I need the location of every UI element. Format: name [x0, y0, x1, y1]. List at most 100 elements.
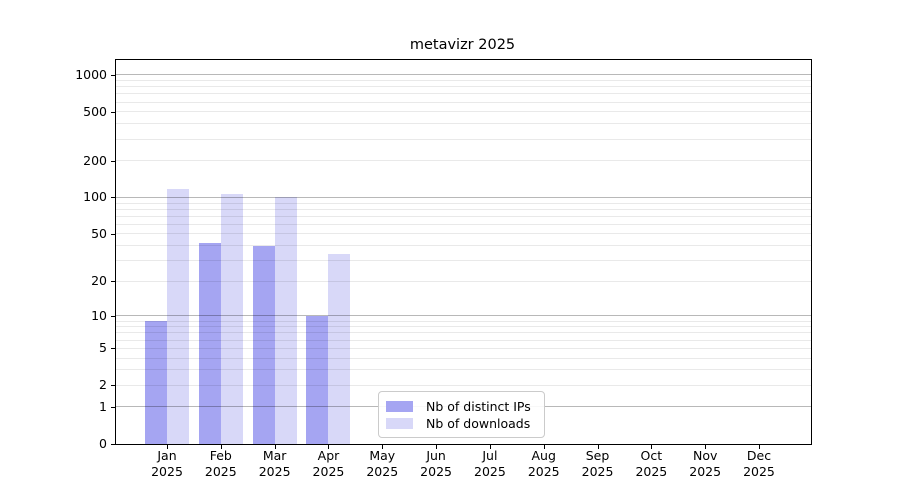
bar-distinct-ips-mar	[252, 245, 275, 444]
y-tick-0	[111, 444, 115, 445]
x-tick-label-year: 2025	[743, 463, 775, 479]
gridline-minor-80	[116, 208, 811, 210]
y-tick-label-100: 100	[83, 189, 107, 205]
x-tick-label-year: 2025	[258, 463, 291, 479]
x-tick-label-aug: Aug 2025	[512, 448, 576, 479]
gridline-minor-5	[116, 347, 811, 349]
y-tick-label-1: 1	[99, 398, 107, 414]
bar-downloads-mar	[274, 197, 297, 444]
x-tick-label-jan: Jan 2025	[135, 448, 199, 479]
x-tick-label-month: Oct	[640, 448, 663, 463]
x-tick-label-month: Dec	[746, 448, 772, 463]
x-tick-nov	[705, 445, 707, 449]
y-tick-50	[111, 233, 115, 235]
legend-item-downloads: Nb of downloads	[386, 416, 536, 431]
gridline-minor-90	[116, 202, 811, 204]
x-tick-sep	[597, 445, 599, 449]
x-tick-label-mar: Mar 2025	[243, 448, 307, 479]
x-tick-label-month: Nov	[692, 448, 718, 463]
x-tick-label-feb: Feb 2025	[189, 448, 253, 479]
x-tick-label-month: Jul	[482, 448, 498, 463]
y-tick-10	[111, 315, 115, 317]
y-tick-label-1000: 1000	[75, 66, 107, 82]
x-tick-label-sep: Sep 2025	[566, 448, 630, 479]
x-tick-label-year: 2025	[527, 463, 560, 479]
gridline-minor-60	[116, 223, 811, 225]
y-tick-label-200: 200	[83, 152, 107, 168]
x-tick-label-dec: Dec 2025	[727, 448, 791, 479]
legend-swatch-distinct-ips	[386, 401, 413, 412]
x-tick-dec	[758, 445, 760, 449]
gridline-major-1000	[116, 74, 811, 76]
legend-swatch-downloads	[386, 418, 413, 429]
gridline-minor-3	[116, 369, 811, 371]
y-tick-1000	[111, 74, 115, 76]
y-tick-1	[111, 406, 115, 408]
plot-area	[115, 59, 812, 445]
gridline-major-100	[116, 196, 811, 198]
gridline-minor-700	[116, 93, 811, 95]
x-tick-label-month: Feb	[209, 448, 232, 463]
y-tick-100	[111, 197, 115, 199]
gridline-minor-8	[116, 326, 811, 328]
y-tick-5	[111, 348, 115, 350]
legend-item-distinct-ips: Nb of distinct IPs	[386, 399, 536, 414]
x-tick-label-month: Jan	[157, 448, 177, 463]
x-tick-label-month: Aug	[531, 448, 556, 463]
legend-label-distinct-ips: Nb of distinct IPs	[426, 399, 531, 414]
x-tick-oct	[651, 445, 653, 449]
x-tick-label-month: Mar	[262, 448, 287, 463]
gridline-minor-200	[116, 160, 811, 162]
bar-downloads-feb	[220, 193, 243, 444]
y-tick-200	[111, 160, 115, 162]
y-tick-20	[111, 281, 115, 283]
x-tick-label-month: Apr	[317, 448, 340, 463]
gridline-minor-900	[116, 80, 811, 82]
y-tick-500	[111, 111, 115, 113]
x-tick-label-year: 2025	[204, 463, 237, 479]
x-tick-label-year: 2025	[312, 463, 345, 479]
gridline-minor-400	[116, 123, 811, 125]
x-tick-label-year: 2025	[689, 463, 722, 479]
y-tick-label-5: 5	[99, 340, 107, 356]
gridline-minor-2	[116, 384, 811, 386]
gridline-minor-7	[116, 332, 811, 334]
x-tick-label-year: 2025	[635, 463, 668, 479]
x-tick-label-may: May 2025	[350, 448, 414, 479]
x-tick-label-jun: Jun 2025	[404, 448, 468, 479]
gridline-minor-6	[116, 339, 811, 341]
x-tick-jul	[489, 445, 491, 449]
bar-downloads-jan	[167, 188, 189, 444]
x-tick-aug	[543, 445, 545, 449]
gridline-minor-40	[116, 245, 811, 247]
y-tick-label-2: 2	[99, 377, 107, 393]
gridline-minor-50	[116, 233, 811, 235]
x-tick-apr	[328, 445, 330, 449]
y-tick-label-10: 10	[91, 307, 107, 323]
x-tick-label-year: 2025	[366, 463, 399, 479]
x-tick-label-year: 2025	[474, 463, 506, 479]
y-tick-label-0: 0	[99, 436, 107, 451]
gridline-major-10	[116, 315, 811, 317]
y-tick-2	[111, 385, 115, 387]
x-tick-label-year: 2025	[151, 463, 183, 479]
gridline-minor-600	[116, 101, 811, 103]
x-tick-label-oct: Oct 2025	[619, 448, 683, 479]
gridline-minor-70	[116, 215, 811, 217]
x-tick-may	[382, 445, 384, 449]
gridline-minor-500	[116, 111, 811, 113]
x-tick-label-apr: Apr 2025	[296, 448, 360, 479]
bar-distinct-ips-apr	[306, 315, 329, 444]
x-tick-label-nov: Nov 2025	[673, 448, 737, 479]
gridline-minor-9	[116, 320, 811, 322]
gridline-minor-20	[116, 280, 811, 282]
y-tick-label-20: 20	[91, 273, 107, 289]
x-tick-jun	[436, 445, 438, 449]
y-tick-label-50: 50	[91, 225, 107, 241]
legend: Nb of distinct IPs Nb of downloads	[378, 391, 545, 438]
legend-label-downloads: Nb of downloads	[426, 416, 531, 431]
bar-distinct-ips-jan	[145, 321, 167, 444]
x-tick-feb	[220, 445, 222, 449]
x-tick-label-month: Sep	[585, 448, 610, 463]
